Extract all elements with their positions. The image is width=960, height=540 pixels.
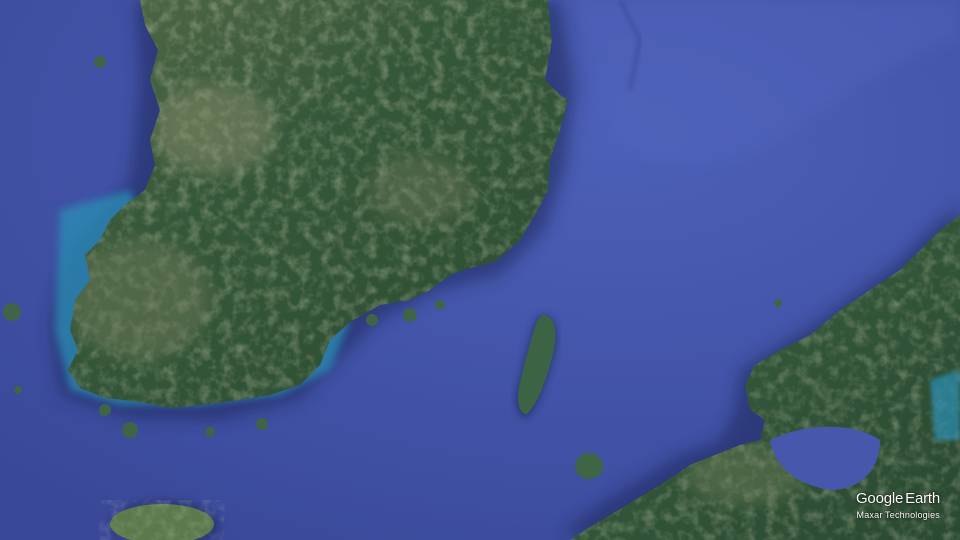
iki-island [575, 453, 603, 479]
google-earth-logo: Google Earth [855, 489, 940, 507]
imagery-provider: Maxar Technologies [856, 509, 940, 520]
bay [770, 426, 880, 490]
seafloor-ridge [570, 0, 960, 166]
brand-google: Google [855, 489, 904, 507]
map-attribution: Google Earth Maxar Technologies [855, 489, 940, 520]
brand-earth: Earth [905, 489, 940, 507]
coastal-islands [3, 56, 445, 438]
tsushima-island [518, 315, 556, 414]
